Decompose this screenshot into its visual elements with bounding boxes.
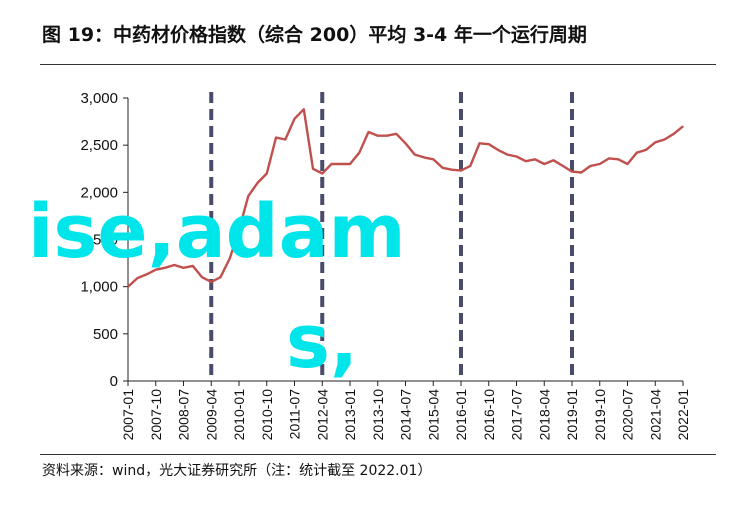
x-tick-label: 2007-10 [148,389,164,441]
data-point [145,273,148,275]
data-point [238,229,240,231]
data-point [414,154,416,156]
data-point [663,138,666,141]
data-point [673,133,675,135]
data-point [543,163,545,165]
data-point [377,135,379,137]
data-point [608,157,610,159]
x-tick-label: 2021-04 [647,389,663,441]
data-point [478,142,481,144]
data-point [580,171,582,174]
x-tick-label: 2016-10 [481,389,497,441]
x-tick-label: 2022-01 [675,389,691,441]
watermark-line-2: s, [286,299,359,385]
x-axis-ticks: 2007-01 2007-10 2008-07 2009-04 2010-01 2010-… [120,381,691,440]
y-tick-label: 2,000 [80,184,118,201]
data-point [367,131,370,133]
data-point [210,281,212,283]
x-tick-label: 2010-10 [259,389,275,441]
data-point [515,155,518,158]
y-tick-label: 500 [93,326,118,343]
data-point [312,168,314,170]
data-point [182,267,185,269]
x-tick-label: 2018-04 [536,389,552,441]
data-point [293,118,296,120]
data-point [155,269,157,271]
data-point [506,154,508,156]
x-tick-label: 2015-04 [425,389,441,441]
x-tick-label: 2012-04 [314,389,330,441]
data-point [497,149,499,151]
data-point [682,125,684,127]
data-point [275,137,277,139]
chart-title: 图 19：中药材价格指数（综合 200）平均 3-4 年一个运行周期 [42,24,587,46]
x-tick-label: 2007-01 [120,389,136,441]
data-point [571,171,573,173]
data-point [469,165,471,167]
data-point [432,158,434,160]
data-point [266,172,268,175]
y-tick-label: 0 [110,373,118,390]
x-tick-label: 2008-07 [176,389,192,441]
data-point [654,141,656,143]
data-point [192,265,194,267]
x-tick-label: 2020-07 [620,389,636,441]
data-point [256,182,259,184]
y-axis-ticks: 0 500 1,000 1,500 2,000 2,500 3,000 [80,90,128,390]
bottom-divider [40,454,716,455]
data-point [284,138,286,141]
data-point [303,108,305,110]
y-tick-label: 1,000 [80,279,118,296]
data-point [599,163,601,165]
data-point [488,143,490,145]
data-point [423,156,425,158]
x-tick-label: 2016-01 [453,389,469,441]
data-point [330,163,333,165]
data-point [219,276,222,278]
data-point [645,149,647,151]
data-point [173,264,175,266]
data-point [552,159,555,161]
x-tick-label: 2013-01 [342,389,358,441]
data-point [247,195,249,197]
x-tick-label: 2013-10 [370,389,386,441]
y-tick-label: 1,500 [80,232,118,249]
data-point [636,152,638,154]
data-point [460,170,462,172]
data-point [229,257,231,259]
data-point [562,165,564,167]
x-tick-label: 2017-07 [509,389,525,441]
data-point [386,135,388,137]
data-point [617,158,619,160]
data-point [589,165,592,167]
x-tick-label: 2010-01 [231,389,247,441]
series-layer [127,108,684,288]
source-note: 资料来源：wind，光大证券研究所（注：统计截至 2022.01） [42,463,432,479]
data-point [201,276,203,278]
x-tick-label: 2014-07 [398,389,414,441]
x-tick-label: 2019-01 [564,389,580,441]
watermark-line-1: ise,adam [28,189,406,275]
x-tick-label: 2011-07 [287,389,303,440]
data-point [395,133,397,135]
data-point [404,142,407,144]
data-point [349,163,351,165]
y-tick-label: 3,000 [80,90,118,107]
data-point [626,163,629,165]
x-tick-label: 2009-04 [203,389,219,441]
data-point [321,172,323,175]
x-tick-label: 2019-10 [592,389,608,441]
data-point [358,152,360,154]
top-divider [40,64,716,65]
cycle-markers [209,92,574,381]
data-point [441,167,444,169]
data-point [164,267,166,269]
data-point [525,160,527,162]
data-point [451,169,453,171]
y-tick-label: 2,500 [80,137,118,154]
data-point [136,277,138,279]
data-point [340,163,342,165]
data-point [534,158,536,160]
